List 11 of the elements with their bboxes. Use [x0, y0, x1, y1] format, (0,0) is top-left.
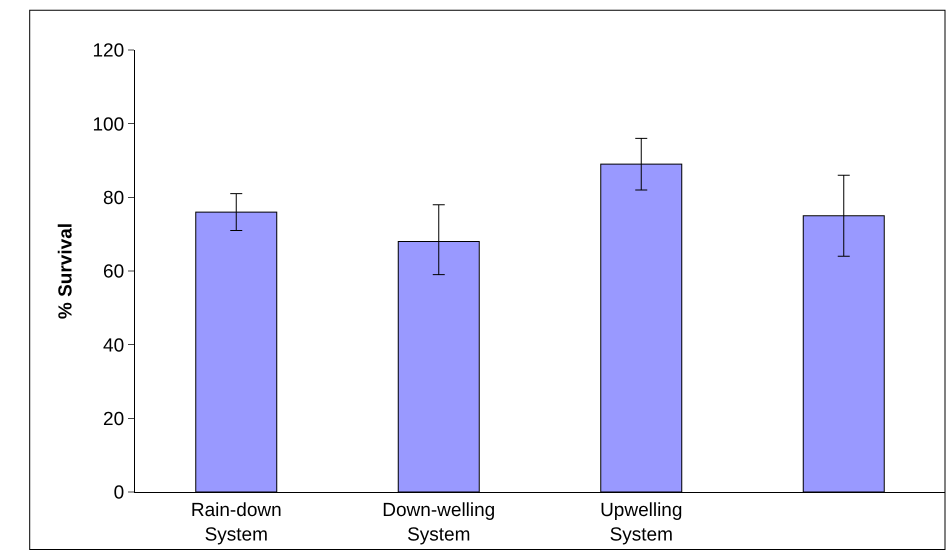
y-axis-title: % Survival: [55, 222, 76, 320]
x-tick-label: Upwelling System: [600, 500, 682, 546]
y-tick-label: 80: [103, 188, 124, 209]
y-tick-label: 60: [103, 262, 124, 283]
y-tick-label: 100: [92, 114, 124, 136]
y-tick-label: 0: [114, 482, 124, 504]
x-tick-label: Down-welling System: [382, 500, 496, 546]
y-tick-label: 20: [103, 408, 124, 430]
y-tick-label: 40: [103, 335, 124, 356]
y-tick-label: 120: [92, 40, 124, 62]
x-tick-label: Rain-down System: [190, 500, 282, 546]
